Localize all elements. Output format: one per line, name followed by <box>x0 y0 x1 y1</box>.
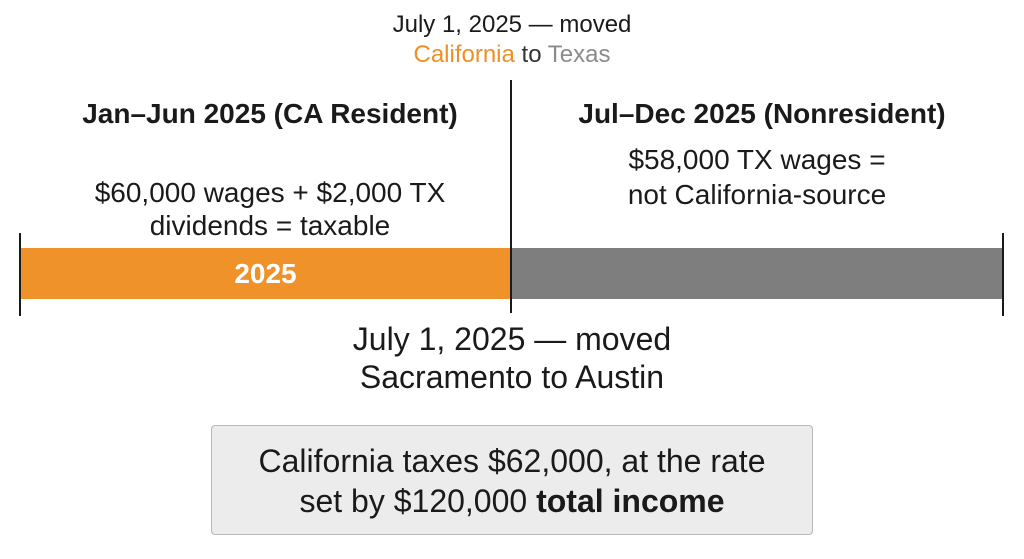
summary-line2-bold: total income <box>536 483 725 519</box>
move-caption-bottom: July 1, 2025 — moved Sacramento to Austi… <box>312 320 712 396</box>
nonresident-period-detail: $58,000 TX wages = not California-source <box>512 142 1002 212</box>
move-caption-bottom-line2: Sacramento to Austin <box>359 359 665 395</box>
move-caption-top-line1: July 1, 2025 — moved <box>392 11 632 38</box>
resident-period-bar <box>21 248 510 299</box>
resident-detail-line2: dividends = taxable <box>149 210 391 241</box>
move-caption-top: July 1, 2025 — moved California to Texas <box>312 10 712 70</box>
timeline-end-tick <box>1002 233 1004 316</box>
nonresident-period-heading: Jul–Dec 2025 (Nonresident) <box>578 98 946 129</box>
resident-detail-line1: $60,000 wages + $2,000 TX <box>94 177 446 208</box>
timeline-year-label: 2025 <box>234 258 297 289</box>
move-caption-bottom-line1: July 1, 2025 — moved <box>352 321 672 357</box>
to-word-label: to <box>521 41 548 68</box>
move-caption-top-line2: California to Texas <box>312 40 712 70</box>
summary-line2: set by $120,000 total income <box>212 481 812 521</box>
move-date-divider <box>510 80 512 313</box>
nonresident-period-bar <box>512 248 1002 299</box>
summary-line1: California taxes $62,000, at the rate <box>258 443 766 479</box>
nonresident-detail-line2: not California-source <box>627 179 887 210</box>
timeline-start-tick <box>19 233 21 316</box>
summary-line2-prefix: set by $120,000 <box>299 483 528 519</box>
to-state-label: Texas <box>547 41 611 68</box>
summary-box: California taxes $62,000, at the rate se… <box>211 425 813 535</box>
nonresident-detail-line1: $58,000 TX wages = <box>628 144 886 175</box>
resident-period-detail: $60,000 wages + $2,000 TX dividends = ta… <box>20 176 520 242</box>
from-state-label: California <box>413 41 515 68</box>
resident-period-heading: Jan–Jun 2025 (CA Resident) <box>82 98 458 129</box>
